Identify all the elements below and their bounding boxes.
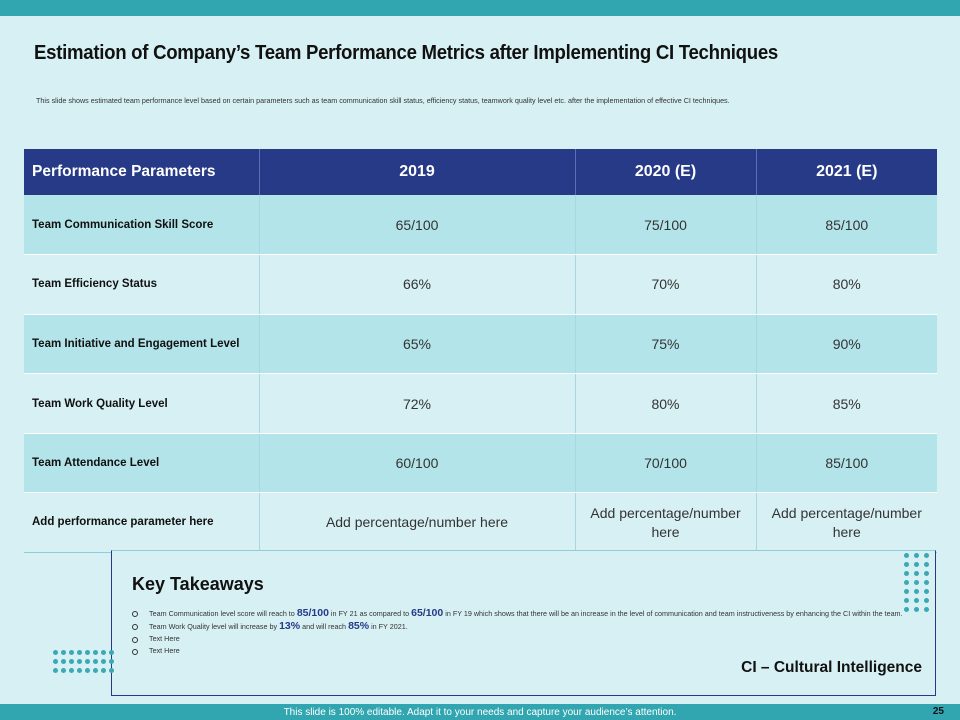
header-2019: 2019 [259,149,576,195]
cell-value: 75/100 [575,195,757,256]
takeaways-list: Team Communication level score will reac… [131,608,911,658]
row-label: Team Initiative and Engagement Level [24,314,260,375]
bullet-text: and will reach [300,622,349,631]
cell-value: 85/100 [756,433,937,494]
cell-value: 70/100 [575,433,757,494]
slide-subtitle: This slide shows estimated team performa… [36,96,730,105]
row-label: Team Communication Skill Score [24,195,260,256]
cell-value: 66% [259,254,576,315]
highlight-value: 85/100 [296,607,329,619]
cell-value: 65% [259,314,576,375]
cell-value: 60/100 [259,433,576,494]
list-item: Text Here [131,646,911,657]
key-takeaways-box [111,550,936,696]
bullet-text: Team Work Quality level will increase by [149,622,280,631]
cell-value: 85% [756,373,937,434]
decorative-dots-right [904,553,929,612]
highlight-value: 13% [279,620,301,632]
cell-value: Add percentage/number here [575,492,757,554]
cell-value: 90% [756,314,937,375]
highlight-value: 65/100 [411,607,444,619]
cell-value: 72% [259,373,576,434]
cell-value: 80% [575,373,757,434]
list-item: Team Communication level score will reac… [131,608,911,620]
cell-value: Add percentage/number here [756,492,937,554]
table-row: Add performance parameter here Add perce… [24,492,937,554]
table-header-row: Performance Parameters 2019 2020 (E) 202… [24,149,937,195]
table-row: Team Work Quality Level 72% 80% 85% [24,373,937,434]
metrics-table: Performance Parameters 2019 2020 (E) 202… [24,149,937,554]
cell-value: 70% [575,254,757,315]
header-2020: 2020 (E) [575,149,757,195]
footer-text: This slide is 100% editable. Adapt it to… [283,707,677,718]
page-number: 25 [932,706,944,717]
cell-value: 80% [756,254,937,315]
cell-value: 75% [575,314,757,375]
bullet-text: in FY 19 which shows that there will be … [443,609,903,618]
table-row: Team Efficiency Status 66% 70% 80% [24,254,937,315]
table-row: Team Attendance Level 60/100 70/100 85/1… [24,433,937,494]
slide-title: Estimation of Company’s Team Performance… [34,42,778,64]
row-label: Team Efficiency Status [24,254,260,315]
decorative-dots-left [53,650,114,673]
cell-value: 65/100 [259,195,576,256]
cell-value: 85/100 [756,195,937,256]
bullet-text: in FY 2021. [369,622,408,631]
top-accent-bar [0,0,960,16]
list-item: Team Work Quality level will increase by… [131,621,911,633]
list-item: Text Here [131,634,911,645]
ci-definition-note: CI – Cultural Intelligence [741,659,922,676]
row-label: Team Work Quality Level [24,373,260,434]
row-label: Team Attendance Level [24,433,260,494]
bottom-accent-bar [0,704,960,720]
key-takeaways-title: Key Takeaways [132,574,264,594]
highlight-value: 85% [348,620,370,632]
header-performance-parameters: Performance Parameters [24,149,260,195]
table-row: Team Initiative and Engagement Level 65%… [24,314,937,375]
bullet-text: in FY 21 as compared to [328,609,412,618]
bullet-text: Team Communication level score will reac… [149,609,297,618]
row-label: Add performance parameter here [24,492,260,554]
cell-value: Add percentage/number here [259,492,576,554]
header-2021: 2021 (E) [756,149,937,195]
table-row: Team Communication Skill Score 65/100 75… [24,195,937,256]
